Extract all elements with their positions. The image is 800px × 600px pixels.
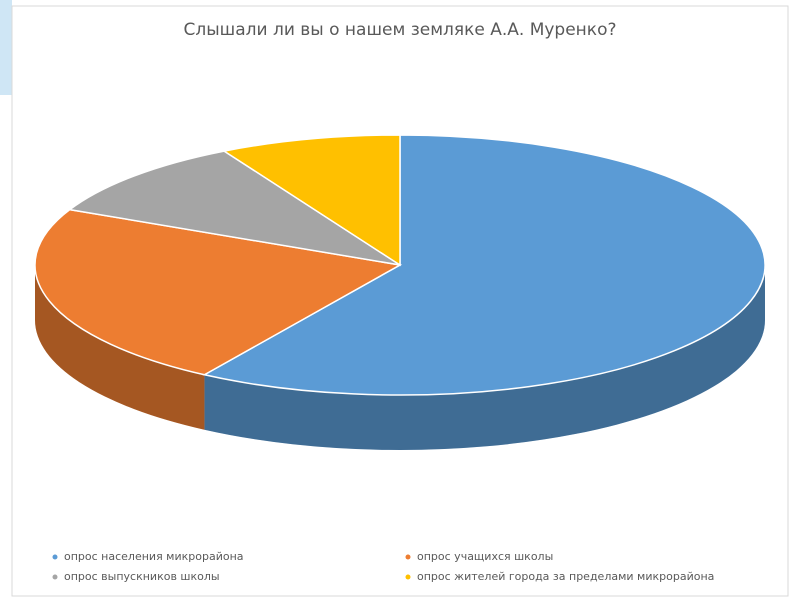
chart-frame bbox=[11, 5, 789, 597]
chart-title: Слышали ли вы о нашем земляке А.А. Мурен… bbox=[184, 20, 617, 40]
decoration bbox=[0, 0, 12, 95]
legend-marker bbox=[405, 554, 411, 560]
slice bbox=[222, 134, 401, 267]
legend-label: опрос жителей города за пределами микрор… bbox=[417, 570, 714, 583]
slice bbox=[67, 150, 401, 266]
legend-label: опрос выпускников школы bbox=[64, 570, 220, 583]
slice-side-shade bbox=[35, 265, 205, 430]
legend-marker bbox=[52, 554, 58, 560]
legend-marker bbox=[405, 574, 411, 580]
legend-label: опрос населения микрорайона bbox=[64, 550, 244, 563]
legend-label: опрос учащихся школы bbox=[417, 550, 553, 563]
slice bbox=[202, 134, 766, 396]
legend-marker bbox=[52, 574, 58, 580]
slice bbox=[34, 208, 403, 376]
slice-side bbox=[35, 265, 205, 430]
slice-side bbox=[204, 265, 765, 450]
slice-side-shade bbox=[204, 265, 765, 450]
